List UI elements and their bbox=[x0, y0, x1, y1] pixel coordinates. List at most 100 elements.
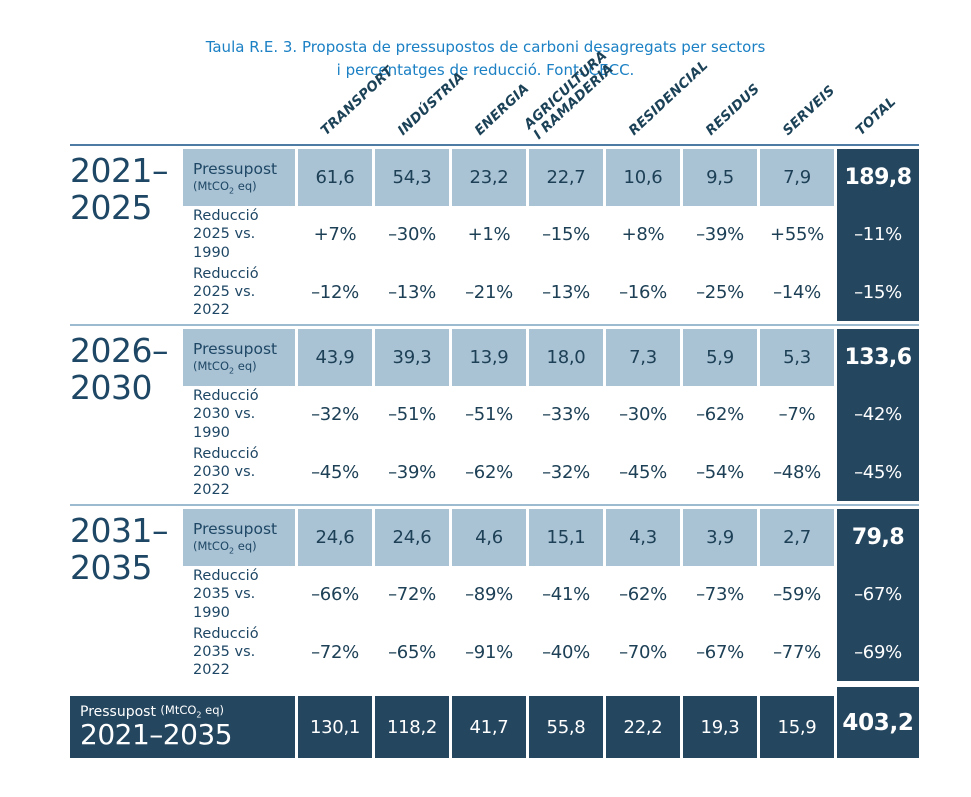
budget-cell: 5,9 bbox=[683, 329, 757, 386]
unit-post: eq) bbox=[234, 178, 257, 193]
reduction-row-label: Reducció 2025 vs. 1990 bbox=[183, 206, 295, 263]
period-group: 2026– 2030 Pressupost (MtCO2 eq) 43,9 39,3 13,… bbox=[70, 329, 919, 501]
reduction-row-label: Reducció 2035 vs. 1990 bbox=[183, 566, 295, 623]
budget-row-label: Pressupost (MtCO2 eq) bbox=[183, 509, 295, 566]
budget-cell: 4,3 bbox=[606, 509, 680, 566]
unit-sub: 2 bbox=[229, 366, 235, 376]
reduction-cell: –13% bbox=[388, 281, 436, 303]
column-header-transport: TRANSPORT bbox=[317, 63, 397, 139]
period-label: 2021– 2025 bbox=[70, 149, 180, 321]
reduction-cell: –62% bbox=[465, 461, 513, 483]
budget-cell: 7,3 bbox=[606, 329, 680, 386]
reduction-row-label: Reducció 2030 vs. 1990 bbox=[183, 386, 295, 443]
budget-cell: 10,6 bbox=[606, 149, 680, 206]
reduction-cell: –30% bbox=[619, 404, 667, 425]
budget-cell: 4,6 bbox=[452, 509, 526, 566]
reduction-cell: –16% bbox=[619, 281, 667, 303]
column-header-line: TOTAL bbox=[852, 93, 900, 139]
table-caption: Taula R.E. 3. Proposta de pressupostos d… bbox=[0, 36, 971, 81]
table-top-rule bbox=[70, 144, 919, 146]
total-column-cell: 79,8 –67% –69% bbox=[837, 509, 919, 681]
period-group: 2031– 2035 Pressupost (MtCO2 eq) 24,6 24,6 4,6… bbox=[70, 509, 919, 681]
budget-total-value: 79,8 bbox=[851, 525, 905, 550]
footer-period-label: 2021–2035 bbox=[80, 718, 233, 751]
footer-label-unit: Pressupost (MtCO2 eq) bbox=[80, 703, 225, 720]
budget-row-label: Pressupost (MtCO2 eq) bbox=[183, 329, 295, 386]
reduction-cell: –70% bbox=[619, 641, 667, 663]
budget-cell: 61,6 bbox=[298, 149, 372, 206]
reduction-cell: –21% bbox=[465, 281, 513, 303]
unit-sub: 2 bbox=[229, 186, 235, 196]
reduction-cell: –15% bbox=[542, 224, 590, 245]
caption-line-2: i percentatges de reducció. Font: CECC. bbox=[336, 60, 635, 79]
column-header-industria: INDÚSTRIA bbox=[395, 69, 468, 139]
reduction-cell: +55% bbox=[770, 224, 824, 245]
reduction-row-label: Reducció 2030 vs. 2022 bbox=[183, 443, 295, 501]
reduction-row-label-line: 2030 vs. 1990 bbox=[193, 406, 256, 441]
unit-post: eq) bbox=[234, 538, 257, 553]
group-separator bbox=[70, 324, 919, 326]
reduction-total-value: –15% bbox=[854, 281, 902, 303]
budget-cell: 23,2 bbox=[452, 149, 526, 206]
column-header-residencial: RESIDENCIAL bbox=[625, 57, 712, 139]
period-label: 2026– 2030 bbox=[70, 329, 180, 501]
reduction-cell: –77% bbox=[773, 641, 821, 663]
column-headers: TRANSPORT INDÚSTRIA ENERGIA AGRICULTURA I RA… bbox=[70, 36, 919, 144]
reduction-cell: –73% bbox=[696, 584, 744, 605]
period-label-line: 2026– bbox=[70, 331, 168, 370]
carbon-budget-table: TRANSPORT INDÚSTRIA ENERGIA AGRICULTURA I RA… bbox=[70, 36, 919, 758]
period-group: 2021– 2025 Pressupost (MtCO2 eq) 61,6 54,3 23,… bbox=[70, 149, 919, 321]
reduction-row-label-line: Reducció bbox=[193, 568, 259, 585]
budget-cell: 2,7 bbox=[760, 509, 834, 566]
reduction-cell: –30% bbox=[388, 224, 436, 245]
budget-cell: 15,1 bbox=[529, 509, 603, 566]
budget-cell: 24,6 bbox=[375, 509, 449, 566]
footer-cell: 41,7 bbox=[452, 696, 526, 758]
reduction-cell: +7% bbox=[313, 224, 357, 245]
reduction-cell: +8% bbox=[621, 224, 665, 245]
reduction-cell: –62% bbox=[619, 584, 667, 605]
footer-cell: 55,8 bbox=[529, 696, 603, 758]
reduction-cell: –91% bbox=[465, 641, 513, 663]
budget-cell: 24,6 bbox=[298, 509, 372, 566]
reduction-cell: –40% bbox=[542, 641, 590, 663]
reduction-cell: –89% bbox=[465, 584, 513, 605]
reduction-total-value: –42% bbox=[854, 404, 902, 425]
footer-cell: 19,3 bbox=[683, 696, 757, 758]
group-separator bbox=[70, 504, 919, 506]
column-header-line: RESIDUS bbox=[702, 80, 764, 139]
column-header-serveis: SERVEIS bbox=[780, 82, 839, 138]
footer-total-cell: 403,2 bbox=[837, 687, 919, 758]
reduction-row-label-line: 2035 vs. 2022 bbox=[193, 643, 256, 679]
budget-row-label-text: Pressupost bbox=[193, 159, 278, 178]
budget-row-label-text: Pressupost bbox=[193, 519, 278, 538]
reduction-cell: –66% bbox=[311, 584, 359, 605]
budget-row-label-text: Pressupost bbox=[193, 339, 278, 358]
reduction-cell: –59% bbox=[773, 584, 821, 605]
unit-pre: (MtCO bbox=[193, 178, 229, 193]
reduction-total-value: –67% bbox=[854, 584, 902, 605]
reduction-row-label: Reducció 2035 vs. 2022 bbox=[183, 623, 295, 681]
budget-cell: 5,3 bbox=[760, 329, 834, 386]
reduction-cell: –14% bbox=[773, 281, 821, 303]
budget-row-unit: (MtCO2 eq) bbox=[193, 539, 295, 555]
column-header-agricultura-i-ramaderia: AGRICULTURA I RAMADERIA bbox=[521, 47, 620, 142]
footer-label: Pressupost (MtCO2 eq) 2021–2035 bbox=[70, 696, 295, 758]
reduction-total-value: –11% bbox=[854, 224, 902, 245]
reduction-total-value: –45% bbox=[854, 461, 902, 483]
reduction-row-label-line: Reducció bbox=[193, 388, 259, 405]
unit-pre: (MtCO bbox=[193, 358, 229, 373]
column-header-line: ENERGIA bbox=[471, 80, 533, 139]
column-header-line: RESIDENCIAL bbox=[625, 57, 712, 139]
period-label-line: 2025 bbox=[70, 187, 152, 227]
total-column-cell: 133,6 –42% –45% bbox=[837, 329, 919, 501]
column-header-energia: ENERGIA bbox=[471, 80, 533, 139]
period-label-line: 2021– bbox=[70, 151, 168, 190]
budget-cell: 22,7 bbox=[529, 149, 603, 206]
reduction-row-label-line: 2030 vs. 2022 bbox=[193, 463, 256, 499]
column-header-line: TRANSPORT bbox=[317, 63, 397, 139]
reduction-cell: –25% bbox=[696, 281, 744, 303]
period-label-line: 2035 bbox=[70, 547, 152, 587]
reduction-cell: –32% bbox=[542, 461, 590, 483]
reduction-cell: –62% bbox=[696, 404, 744, 425]
